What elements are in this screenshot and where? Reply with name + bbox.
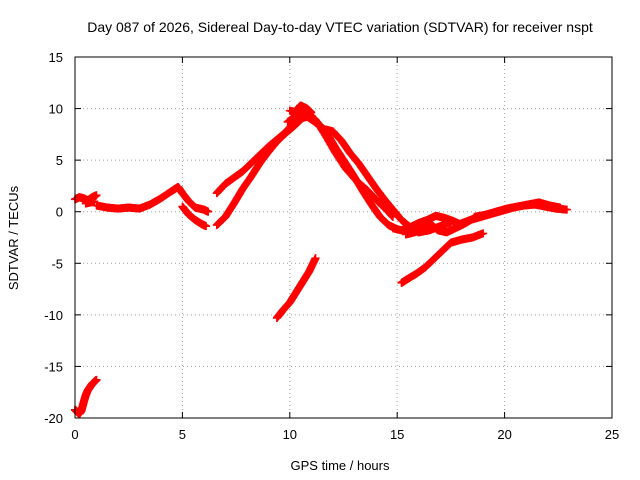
data-point xyxy=(204,207,213,216)
x-axis-title: GPS time / hours xyxy=(291,458,390,473)
data-point xyxy=(202,222,211,231)
axes: 0 5 10 15 20 25 -20 -15 -10 -5 0 5 10 15 xyxy=(44,50,619,442)
plot-frame xyxy=(74,56,613,419)
series-arc-b xyxy=(71,191,101,208)
data-point xyxy=(562,205,571,214)
series-arc-d xyxy=(178,202,211,231)
series-arc-j xyxy=(397,229,488,287)
y-tick-label: 0 xyxy=(56,205,63,220)
y-tick-label: 10 xyxy=(49,102,63,117)
series-arc-l xyxy=(401,213,479,239)
series-arc-m xyxy=(470,198,565,221)
series-arc-i xyxy=(272,254,320,322)
y-axis-title: SDTVAR / TECUs xyxy=(6,185,21,290)
data-point xyxy=(92,375,101,384)
data-points xyxy=(71,101,571,418)
x-tick-label: 15 xyxy=(390,427,404,442)
data-point xyxy=(479,229,488,238)
y-tick-label: -20 xyxy=(44,411,63,426)
y-tick-label: 15 xyxy=(49,50,63,65)
chart-title: Day 087 of 2026, Sidereal Day-to-day VTE… xyxy=(87,19,593,35)
data-point xyxy=(90,197,99,206)
y-tick-label: -5 xyxy=(51,256,63,271)
data-point xyxy=(311,254,320,263)
series-arc-c xyxy=(92,182,213,216)
y-tick-label: -15 xyxy=(44,359,63,374)
x-tick-label: 20 xyxy=(497,427,511,442)
y-tick-label: -10 xyxy=(44,308,63,323)
data-point xyxy=(556,203,565,212)
y-tick-label: 5 xyxy=(56,153,63,168)
series-arc-g xyxy=(283,108,397,221)
x-tick-label: 25 xyxy=(605,427,619,442)
grid xyxy=(75,57,612,418)
x-tick-label: 5 xyxy=(179,427,186,442)
x-tick-label: 0 xyxy=(71,427,78,442)
x-tick-label: 10 xyxy=(283,427,297,442)
